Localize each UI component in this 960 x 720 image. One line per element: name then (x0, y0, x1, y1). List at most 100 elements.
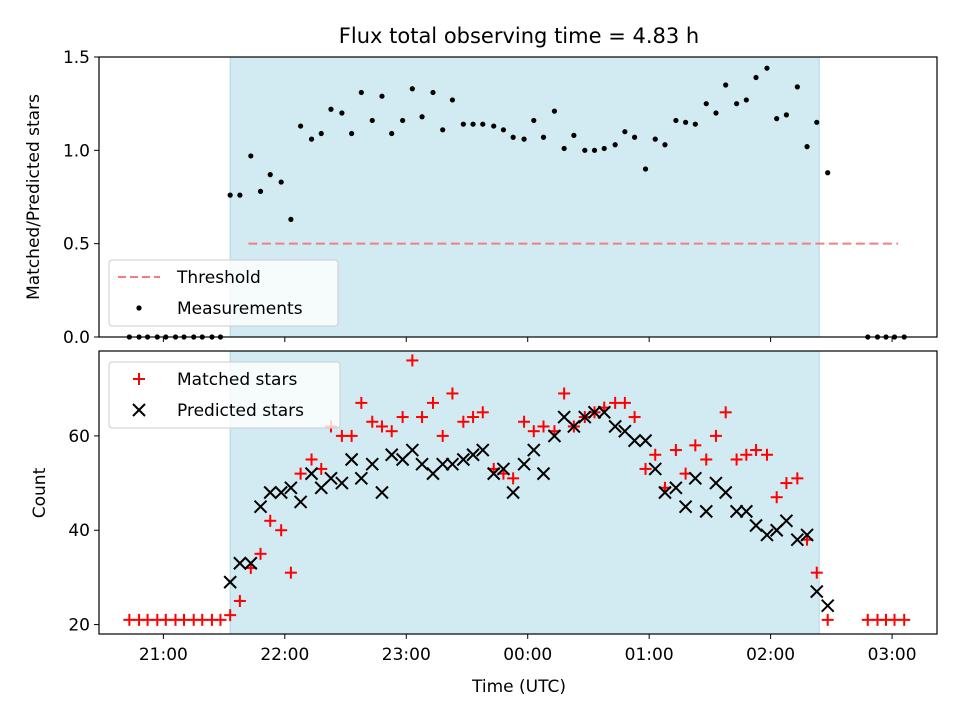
predicted-star-b (739, 504, 754, 519)
predicted-star-b (658, 485, 672, 500)
predicted-star-b (618, 424, 632, 438)
measurement-point (369, 117, 375, 124)
predicted-star-b (384, 448, 399, 462)
predicted-star-point (496, 462, 511, 476)
measurement-point (753, 74, 759, 81)
bottom-legend-box (108, 361, 341, 429)
matched-star-point (770, 491, 783, 504)
top-panel: Flux total observing time = 4.83 h Match… (24, 24, 938, 348)
predicted-star-b (284, 481, 298, 495)
predicted-star-point (739, 504, 754, 519)
predicted-star-point (820, 598, 835, 613)
measurement-point (400, 117, 406, 124)
predicted-star-b (445, 457, 460, 471)
bottom-x-tick-label: 23:00 (382, 645, 431, 665)
predicted-star-point (487, 466, 501, 481)
predicted-star-b (304, 466, 319, 481)
measurement-point (692, 121, 698, 127)
measurement-point (440, 127, 446, 133)
matched-star-point (628, 411, 641, 424)
bottom-legend: Matched stars Predicted stars (108, 361, 341, 429)
predicted-star-b (557, 410, 571, 424)
measurement-point (349, 130, 355, 137)
matched-star-point (233, 594, 246, 607)
matched-star-point (507, 472, 520, 485)
bottom-y-tick-label: 20 (68, 616, 90, 636)
predicted-star-b (517, 457, 531, 471)
bottom-x-tick-label: 01:00 (625, 645, 674, 665)
predicted-star-point (233, 556, 247, 570)
measurement-point (278, 179, 284, 185)
predicted-star-b (496, 462, 511, 476)
predicted-star-b (365, 457, 379, 471)
predicted-star-point (790, 532, 805, 547)
matched-star-point (537, 420, 550, 433)
predicted-star-point (658, 485, 672, 500)
matched-star-point (669, 444, 682, 457)
matched-star-point (426, 396, 439, 409)
predicted-star-point (779, 514, 794, 528)
measurement-point (612, 142, 618, 148)
top-y-tick-label: 0.5 (63, 235, 90, 255)
predicted-star-point (375, 485, 389, 500)
predicted-star-point (608, 419, 622, 434)
measurement-point (339, 110, 345, 116)
matched-legend-swatch (133, 373, 145, 385)
matched-star-point (385, 425, 398, 438)
top-y-ticks: 0.0 0.5 1.0 1.5 (63, 48, 99, 348)
predicted-star-point (506, 485, 520, 500)
matched-star-point (709, 429, 722, 442)
predicted-star-b (749, 518, 763, 533)
measurement-point (257, 188, 264, 194)
matched-star-point (780, 477, 793, 490)
predicted-star-b (506, 485, 520, 500)
bottom-y-ticks: 20 40 60 (68, 427, 99, 636)
matched-star-point (436, 429, 449, 442)
predicted-star-point (578, 410, 592, 424)
predicted-star-b (466, 448, 480, 462)
predicted-star-b (688, 471, 703, 486)
predicted-star-b (405, 443, 420, 457)
measurement-point (764, 65, 770, 71)
matched-star-point (305, 453, 318, 466)
predicted-star-point (517, 457, 531, 471)
top-y-tick-label: 1.5 (63, 48, 90, 68)
predicted-star-point (244, 556, 258, 570)
bottom-x-tick-label: 00:00 (503, 645, 552, 665)
bottom-y-tick-label: 40 (68, 521, 90, 541)
measurement-point (703, 101, 709, 107)
measurement-point (389, 130, 395, 137)
predicted-star-b (729, 504, 744, 519)
predicted-star-b (375, 485, 389, 500)
matched-star-point (527, 425, 540, 438)
measurement-point (288, 216, 294, 222)
top-x-ticks (162, 337, 893, 342)
predicted-star-point (253, 499, 268, 514)
predicted-star-b (244, 556, 258, 570)
predicted-star-point (627, 433, 642, 448)
measurements-legend-label: Measurements (177, 299, 303, 319)
predicted-star-b (587, 405, 602, 420)
count-points (123, 354, 911, 626)
predicted-star-b (415, 457, 429, 471)
measurement-point (227, 192, 233, 198)
predicted-star-point (536, 466, 551, 481)
predicted-star-point (304, 466, 319, 481)
predicted-star-point (587, 405, 602, 420)
predicted-star-b (790, 532, 805, 547)
matched-star-point (821, 613, 834, 626)
measurement-point (825, 170, 831, 176)
predicted-star-point (354, 471, 369, 486)
matched-star-point (294, 467, 307, 480)
matched-star-point (639, 462, 652, 475)
predicted-star-b (760, 528, 774, 542)
measurement-point (449, 97, 456, 103)
measurement-point (743, 97, 749, 103)
predicted-star-b (253, 499, 268, 514)
predicted-star-b (527, 443, 541, 457)
measurement-point (652, 136, 658, 142)
chart-title: Flux total observing time = 4.83 h (339, 24, 699, 48)
matched-star-point (284, 566, 297, 579)
matched-star-point (700, 453, 713, 466)
